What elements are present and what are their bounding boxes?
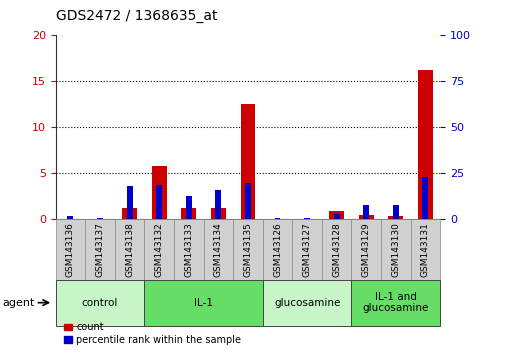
Bar [156, 184, 162, 219]
Bar [392, 205, 398, 219]
Text: IL-1: IL-1 [194, 298, 213, 308]
Bar [417, 70, 432, 219]
Bar [274, 218, 280, 219]
Bar [152, 166, 166, 219]
Text: GSM143131: GSM143131 [420, 222, 429, 277]
Text: GSM143138: GSM143138 [125, 222, 134, 277]
Text: IL-1 and
glucosamine: IL-1 and glucosamine [362, 292, 428, 314]
Legend: count, percentile rank within the sample: count, percentile rank within the sample [61, 319, 244, 349]
Text: GDS2472 / 1368635_at: GDS2472 / 1368635_at [56, 9, 217, 23]
Text: GSM143137: GSM143137 [95, 222, 105, 277]
Text: GSM143128: GSM143128 [331, 222, 340, 277]
Bar [358, 215, 373, 219]
Bar [333, 214, 339, 219]
Text: GSM143129: GSM143129 [361, 222, 370, 277]
Bar [363, 205, 369, 219]
Bar [244, 183, 250, 219]
Bar [329, 211, 343, 219]
Text: GSM143126: GSM143126 [273, 222, 281, 277]
Bar [240, 104, 255, 219]
Bar [422, 177, 428, 219]
Text: GSM143134: GSM143134 [214, 222, 222, 277]
Bar [67, 216, 73, 219]
Text: GSM143132: GSM143132 [155, 222, 164, 277]
Text: agent: agent [3, 298, 35, 308]
Text: GSM143127: GSM143127 [302, 222, 311, 277]
Text: GSM143130: GSM143130 [390, 222, 399, 277]
Text: glucosamine: glucosamine [273, 298, 340, 308]
Bar [63, 218, 78, 219]
Bar [388, 216, 402, 219]
Bar [181, 207, 196, 219]
Bar [304, 218, 310, 219]
Bar [185, 195, 191, 219]
Bar [211, 209, 225, 219]
Text: GSM143135: GSM143135 [243, 222, 252, 277]
Bar [97, 218, 103, 219]
Text: GSM143133: GSM143133 [184, 222, 193, 277]
Bar [126, 186, 132, 219]
Text: GSM143136: GSM143136 [66, 222, 75, 277]
Bar [122, 209, 137, 219]
Bar [215, 190, 221, 219]
Text: control: control [82, 298, 118, 308]
